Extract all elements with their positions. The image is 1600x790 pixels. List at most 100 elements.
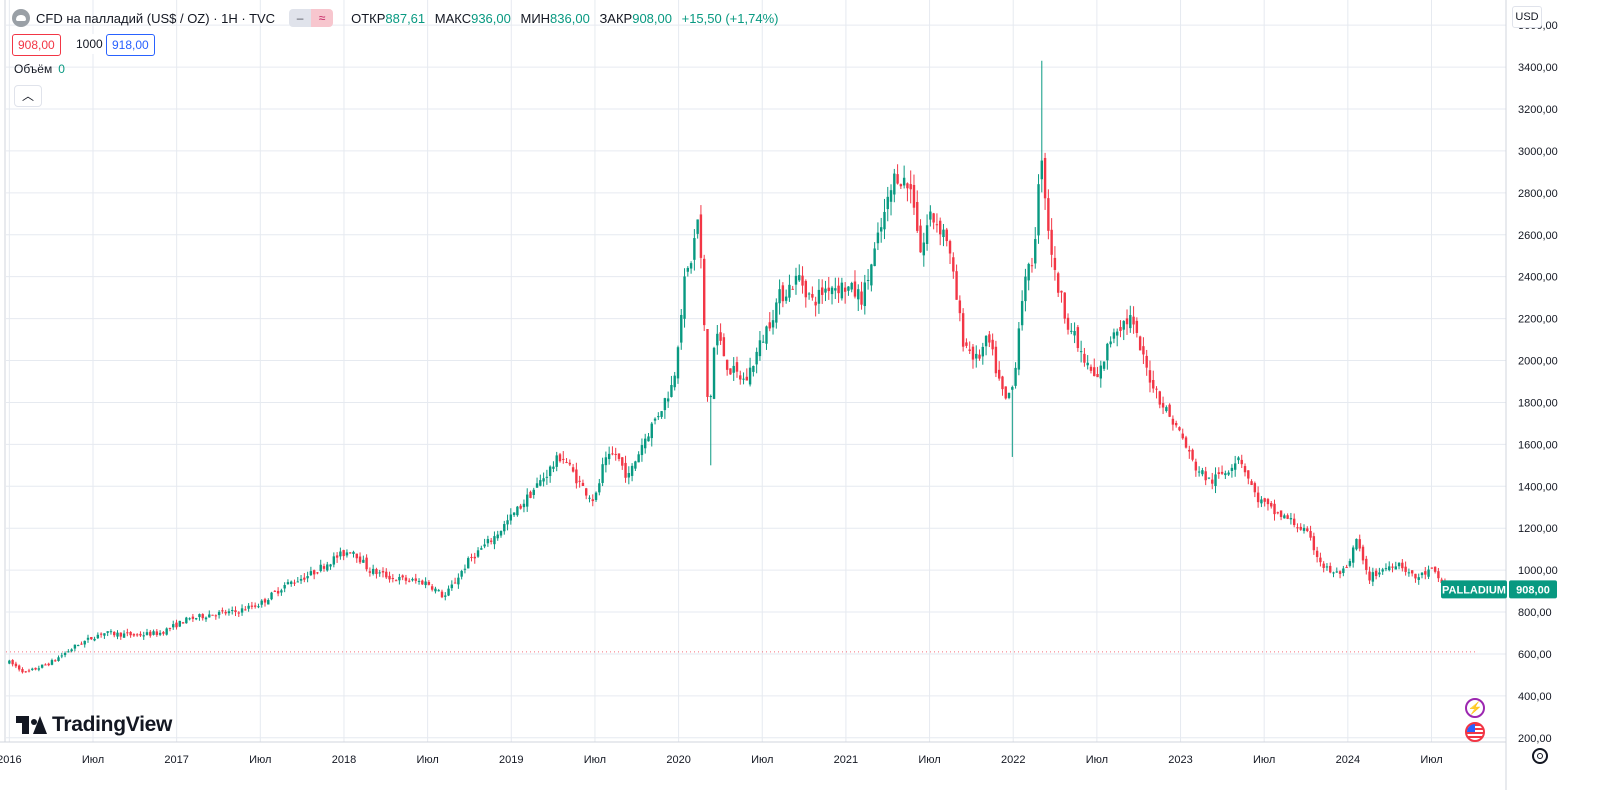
candle-body [493,536,496,545]
candle-body [1165,407,1168,412]
candle-body [1037,184,1040,236]
symbol-title[interactable]: CFD на палладий (US$ / OZ) · 1H · TVC [36,10,276,26]
candle-body [1063,292,1066,319]
candle-body [201,614,204,619]
candle-body [601,464,604,483]
x-tick-label: Июл [918,754,940,766]
candle-body [480,548,483,550]
candle-body [1424,571,1427,575]
x-tick-label: 2019 [499,754,523,766]
candle-body [529,491,532,498]
tradingview-logo[interactable]: TradingView [16,712,172,738]
candle-body [1384,568,1388,570]
chevron-up-icon[interactable]: ︿ [14,85,42,107]
candle-body [1433,566,1437,572]
candle-body [932,213,935,223]
candle-body [290,581,293,585]
candle-body [309,571,313,576]
candle-body [21,669,24,673]
candle-body [1243,466,1247,473]
candle-body [267,600,270,605]
volume-legend: Объём 0 [14,62,65,76]
candle-body [378,572,381,574]
candle-body [375,569,378,575]
candle-body [1106,343,1109,361]
approx-icon[interactable]: ≈ [311,9,334,27]
symbol-logo-icon [12,9,30,27]
candle-body [689,263,693,269]
candle-body [666,398,670,402]
candle-body [634,461,637,469]
minus-icon[interactable]: – [289,9,312,27]
x-tick-label: 2021 [834,754,858,766]
candle-body [1178,427,1181,431]
candle-body [427,581,431,585]
candle-body [1410,570,1414,574]
candle-body [158,632,162,635]
candle-body [801,275,804,286]
candle-body [293,582,296,584]
candle-body [286,582,290,585]
candle-body [417,580,421,582]
candle-body [775,302,778,323]
candle-body [604,457,608,466]
x-tick-label: 2024 [1336,754,1360,766]
candle-body [539,480,542,486]
candle-body [1355,538,1358,550]
candle-body [1191,449,1194,460]
candle-body [585,488,588,496]
candle-body [588,497,591,499]
candle-body [1161,403,1165,408]
candle-body [994,346,998,374]
candle-body [568,462,572,465]
candle-body [512,512,516,516]
gear-icon[interactable] [1532,748,1548,764]
candle-body [1207,477,1211,479]
candle-body [227,611,231,614]
candle-body [231,610,234,612]
candle-body [1181,433,1184,439]
candle-body [391,578,395,580]
candle-body [1047,198,1050,231]
candle-body [1132,316,1135,325]
compare-toggle[interactable]: – ≈ [289,9,334,27]
candle-body [647,436,650,442]
candle-body [598,483,601,493]
candle-body [1299,526,1302,530]
candle-body [447,588,450,596]
candle-body [385,571,388,578]
candle-body [843,287,847,292]
candle-body [909,184,912,190]
candle-body [703,258,706,326]
candle-body [17,665,21,670]
candle-body [106,631,109,633]
candle-body [109,631,113,633]
candle-body [155,631,159,635]
currency-selector[interactable]: USD [1512,6,1542,28]
candle-body [83,640,86,645]
candle-body [676,347,680,379]
candle-body [555,455,558,467]
candle-body [430,586,434,590]
us-flag-icon[interactable] [1465,722,1485,742]
lightning-icon[interactable]: ⚡ [1465,698,1485,718]
candle-body [519,505,522,509]
sell-price-button[interactable]: 908,00 [12,34,61,56]
candle-body [1414,573,1417,579]
candle-body [866,279,870,281]
candle-body [463,568,467,570]
candle-body [1391,566,1394,568]
candle-body [24,671,27,673]
candle-body [145,632,149,635]
candle-body [342,550,345,557]
candle-body [60,655,63,657]
buy-price-button[interactable]: 918,00 [106,34,155,56]
y-tick-label: 2800,00 [1518,188,1558,200]
candle-body [414,578,417,581]
candle-body [627,473,631,478]
candle-body [1404,566,1407,572]
candle-body [181,622,185,624]
candle-body [204,617,208,620]
candle-body [673,375,676,388]
